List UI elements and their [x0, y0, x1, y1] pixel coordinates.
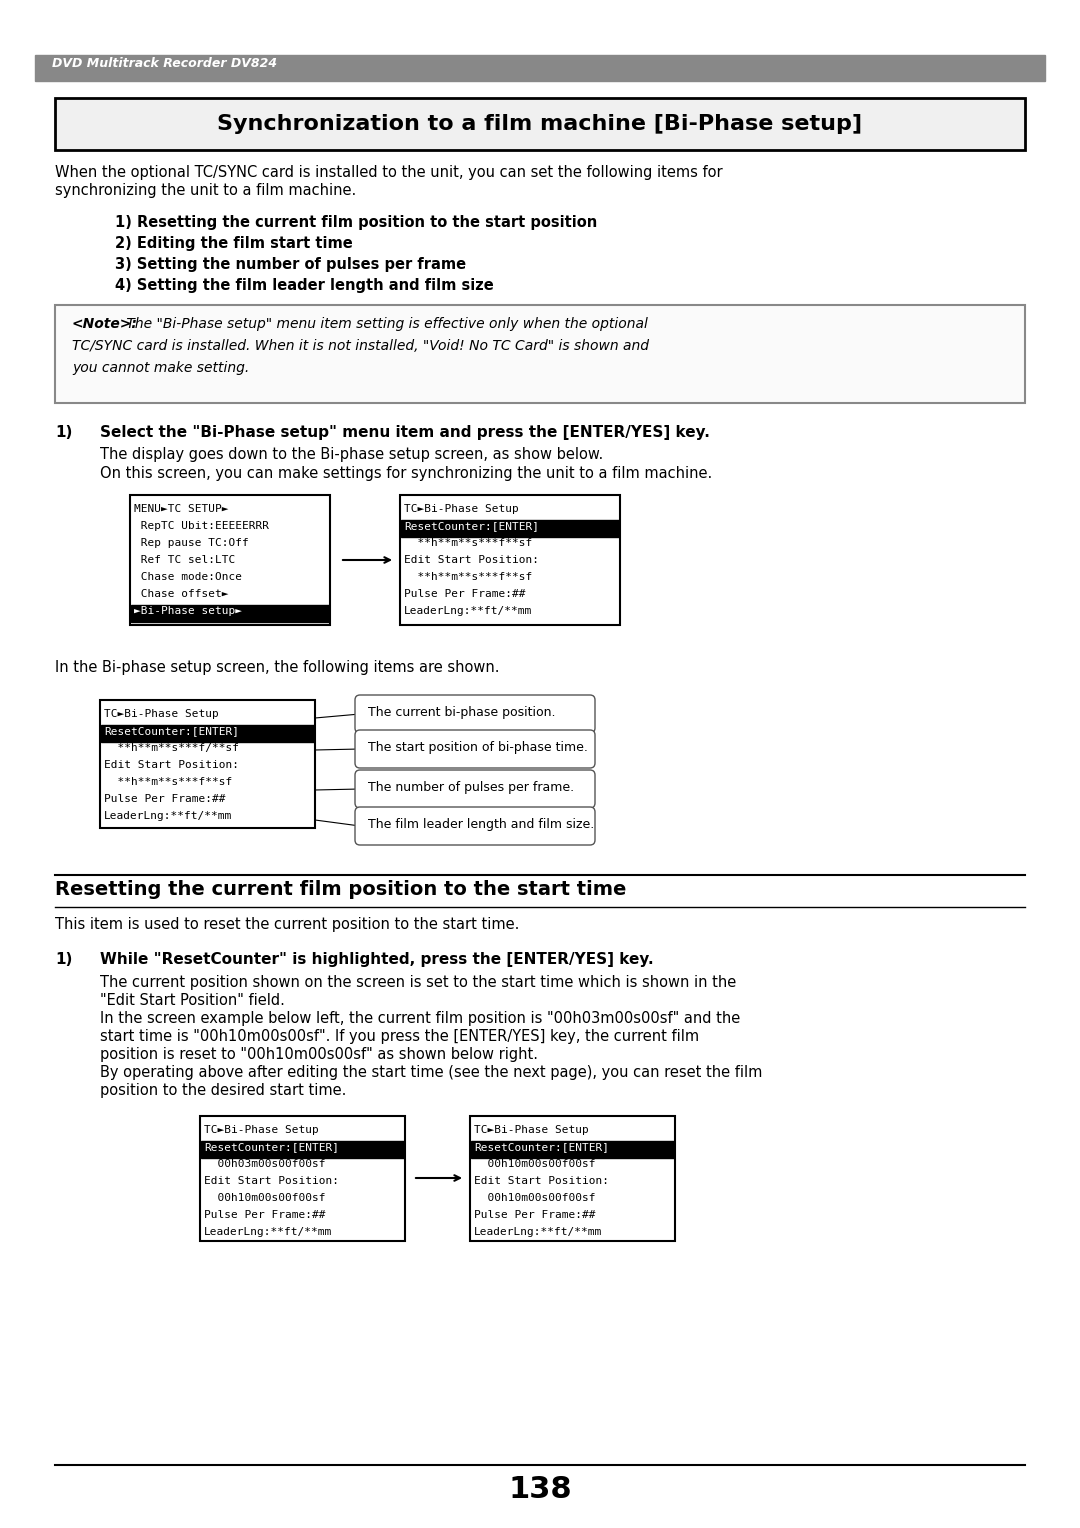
Text: **h**m**s***f**sf: **h**m**s***f**sf: [404, 538, 532, 549]
Text: 1) Resetting the current film position to the start position: 1) Resetting the current film position t…: [114, 215, 597, 231]
Text: In the Bi-phase setup screen, the following items are shown.: In the Bi-phase setup screen, the follow…: [55, 660, 499, 675]
Text: The "Bi-Phase setup" menu item setting is effective only when the optional: The "Bi-Phase setup" menu item setting i…: [122, 316, 648, 332]
Text: **h**m**s***f/**sf: **h**m**s***f/**sf: [104, 743, 239, 753]
FancyBboxPatch shape: [100, 700, 315, 828]
Text: When the optional TC/SYNC card is installed to the unit, you can set the followi: When the optional TC/SYNC card is instal…: [55, 165, 723, 180]
Text: Edit Start Position:: Edit Start Position:: [404, 555, 539, 565]
Text: Select the "Bi-Phase setup" menu item and press the [ENTER/YES] key.: Select the "Bi-Phase setup" menu item an…: [100, 425, 710, 440]
Text: The display goes down to the Bi-phase setup screen, as show below.: The display goes down to the Bi-phase se…: [100, 448, 604, 461]
Text: 1): 1): [55, 952, 72, 967]
FancyBboxPatch shape: [102, 724, 314, 743]
Text: "Edit Start Position" field.: "Edit Start Position" field.: [100, 993, 285, 1008]
Text: In the screen example below left, the current film position is "00h03m00s00sf" a: In the screen example below left, the cu…: [100, 1012, 740, 1025]
Text: ResetCounter:[ENTER]: ResetCounter:[ENTER]: [474, 1141, 609, 1152]
Text: 00h10m00s00f00sf: 00h10m00s00f00sf: [204, 1193, 325, 1203]
Text: LeaderLng:**ft/**mm: LeaderLng:**ft/**mm: [204, 1227, 333, 1238]
Text: Edit Start Position:: Edit Start Position:: [204, 1177, 339, 1186]
Text: 3) Setting the number of pulses per frame: 3) Setting the number of pulses per fram…: [114, 257, 467, 272]
Text: The start position of bi-phase time.: The start position of bi-phase time.: [368, 741, 588, 753]
Text: The number of pulses per frame.: The number of pulses per frame.: [368, 781, 575, 795]
Text: The film leader length and film size.: The film leader length and film size.: [368, 817, 594, 831]
FancyBboxPatch shape: [471, 1141, 674, 1158]
Text: Chase mode:Once: Chase mode:Once: [134, 571, 242, 582]
Text: 138: 138: [509, 1475, 571, 1504]
FancyBboxPatch shape: [35, 55, 1045, 81]
FancyBboxPatch shape: [355, 730, 595, 769]
FancyBboxPatch shape: [355, 695, 595, 733]
Text: 4) Setting the film leader length and film size: 4) Setting the film leader length and fi…: [114, 278, 494, 293]
Text: 1): 1): [55, 425, 72, 440]
FancyBboxPatch shape: [131, 605, 329, 622]
Text: Pulse Per Frame:##: Pulse Per Frame:##: [204, 1210, 325, 1219]
Text: Chase offset►: Chase offset►: [134, 588, 229, 599]
Text: Edit Start Position:: Edit Start Position:: [104, 759, 239, 770]
Text: This item is used to reset the current position to the start time.: This item is used to reset the current p…: [55, 917, 519, 932]
FancyBboxPatch shape: [55, 306, 1025, 403]
Text: LeaderLng:**ft/**mm: LeaderLng:**ft/**mm: [104, 811, 232, 821]
Text: Resetting the current film position to the start time: Resetting the current film position to t…: [55, 880, 626, 898]
Text: start time is "00h10m00s00sf". If you press the [ENTER/YES] key, the current fil: start time is "00h10m00s00sf". If you pr…: [100, 1028, 699, 1044]
Text: Rep pause TC:Off: Rep pause TC:Off: [134, 538, 248, 549]
Text: <Note>:: <Note>:: [72, 316, 138, 332]
FancyBboxPatch shape: [401, 520, 619, 536]
Text: The current bi-phase position.: The current bi-phase position.: [368, 706, 555, 720]
FancyBboxPatch shape: [200, 1115, 405, 1241]
FancyBboxPatch shape: [400, 495, 620, 625]
Text: Pulse Per Frame:##: Pulse Per Frame:##: [404, 588, 526, 599]
FancyBboxPatch shape: [55, 98, 1025, 150]
FancyBboxPatch shape: [470, 1115, 675, 1241]
Text: LeaderLng:**ft/**mm: LeaderLng:**ft/**mm: [404, 607, 532, 616]
Text: ResetCounter:[ENTER]: ResetCounter:[ENTER]: [104, 726, 239, 736]
Text: 00h03m00s00f00sf: 00h03m00s00f00sf: [204, 1160, 325, 1169]
FancyBboxPatch shape: [355, 807, 595, 845]
Text: MENU►TC SETUP►: MENU►TC SETUP►: [134, 504, 229, 513]
Text: On this screen, you can make settings for synchronizing the unit to a film machi: On this screen, you can make settings fo…: [100, 466, 712, 481]
Text: By operating above after editing the start time (see the next page), you can res: By operating above after editing the sta…: [100, 1065, 762, 1080]
Text: TC►Bi-Phase Setup: TC►Bi-Phase Setup: [204, 1125, 319, 1135]
Text: you cannot make setting.: you cannot make setting.: [72, 361, 249, 374]
Text: position to the desired start time.: position to the desired start time.: [100, 1083, 347, 1099]
Text: ►Bi-Phase setup►: ►Bi-Phase setup►: [134, 607, 242, 616]
Text: While "ResetCounter" is highlighted, press the [ENTER/YES] key.: While "ResetCounter" is highlighted, pre…: [100, 952, 653, 967]
Text: RepTC Ubit:EEEEERRR: RepTC Ubit:EEEEERRR: [134, 521, 269, 532]
Text: ResetCounter:[ENTER]: ResetCounter:[ENTER]: [404, 521, 539, 532]
Text: Edit Start Position:: Edit Start Position:: [474, 1177, 609, 1186]
Text: ResetCounter:[ENTER]: ResetCounter:[ENTER]: [204, 1141, 339, 1152]
Text: Synchronization to a film machine [Bi-Phase setup]: Synchronization to a film machine [Bi-Ph…: [217, 115, 863, 134]
Text: TC►Bi-Phase Setup: TC►Bi-Phase Setup: [404, 504, 518, 513]
Text: 00h10m00s00f00sf: 00h10m00s00f00sf: [474, 1160, 595, 1169]
Text: Pulse Per Frame:##: Pulse Per Frame:##: [104, 795, 226, 804]
Text: TC►Bi-Phase Setup: TC►Bi-Phase Setup: [474, 1125, 589, 1135]
FancyBboxPatch shape: [201, 1141, 404, 1158]
Text: **h**m**s***f**sf: **h**m**s***f**sf: [404, 571, 532, 582]
Text: LeaderLng:**ft/**mm: LeaderLng:**ft/**mm: [474, 1227, 603, 1238]
FancyBboxPatch shape: [355, 770, 595, 808]
Text: synchronizing the unit to a film machine.: synchronizing the unit to a film machine…: [55, 183, 356, 199]
Text: TC/SYNC card is installed. When it is not installed, "Void! No TC Card" is shown: TC/SYNC card is installed. When it is no…: [72, 339, 649, 353]
FancyBboxPatch shape: [130, 495, 330, 625]
Text: 2) Editing the film start time: 2) Editing the film start time: [114, 235, 353, 251]
Text: Pulse Per Frame:##: Pulse Per Frame:##: [474, 1210, 595, 1219]
Text: The current position shown on the screen is set to the start time which is shown: The current position shown on the screen…: [100, 975, 737, 990]
Text: position is reset to "00h10m00s00sf" as shown below right.: position is reset to "00h10m00s00sf" as …: [100, 1047, 538, 1062]
Text: TC►Bi-Phase Setup: TC►Bi-Phase Setup: [104, 709, 219, 720]
Text: Ref TC sel:LTC: Ref TC sel:LTC: [134, 555, 235, 565]
Text: DVD Multitrack Recorder DV824: DVD Multitrack Recorder DV824: [52, 57, 278, 70]
Text: 00h10m00s00f00sf: 00h10m00s00f00sf: [474, 1193, 595, 1203]
Text: **h**m**s***f**sf: **h**m**s***f**sf: [104, 778, 232, 787]
